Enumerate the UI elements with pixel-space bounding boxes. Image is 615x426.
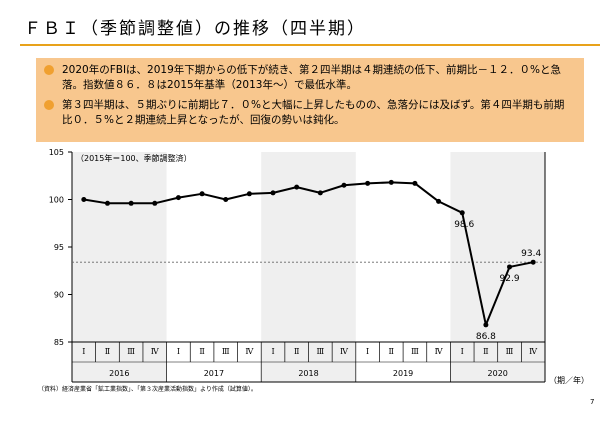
summary-text-2: 第３四半期は、５期ぶりに前期比７．０%と大幅に上昇したものの、急落分には及ばず。…: [62, 99, 565, 126]
quarter-tick-label: Ⅱ: [483, 347, 488, 356]
year-tick-label: 2018: [298, 369, 318, 378]
quarter-tick-label: Ⅲ: [127, 347, 135, 356]
quarter-tick-label: Ⅰ: [82, 347, 85, 356]
data-point: [294, 184, 300, 190]
data-label: 86.8: [476, 332, 496, 342]
data-point: [483, 322, 489, 328]
quarter-tick-label: Ⅳ: [435, 347, 444, 356]
summary-bullet-1: 2020年のFBIは、2019年下期からの低下が続き、第２四半期は４期連続の低下…: [44, 63, 574, 93]
quarter-tick-label: Ⅳ: [529, 347, 538, 356]
y-tick-label: 90: [54, 291, 64, 300]
data-point: [412, 180, 418, 186]
data-label: 98.6: [454, 220, 474, 230]
data-label: 92.9: [500, 274, 520, 284]
summary-text-1: 2020年のFBIは、2019年下期からの低下が続き、第２四半期は４期連続の低下…: [62, 64, 562, 91]
quarter-tick-label: Ⅲ: [316, 347, 324, 356]
y-tick-label: 105: [49, 148, 64, 157]
data-point: [530, 259, 536, 265]
data-point: [223, 197, 229, 202]
data-point: [104, 200, 110, 206]
data-point: [507, 264, 513, 270]
quarter-tick-label: Ⅳ: [245, 347, 254, 356]
data-point: [175, 195, 181, 201]
page-title: ＦＢＩ（季節調整値）の推移（四半期）: [24, 19, 366, 39]
quarter-tick-label: Ⅰ: [461, 347, 464, 356]
title-underline: [20, 44, 600, 46]
quarter-tick-label: Ⅰ: [271, 347, 274, 356]
quarter-tick-label: Ⅳ: [340, 347, 349, 356]
data-point: [459, 210, 465, 216]
quarter-tick-label: Ⅲ: [506, 347, 514, 356]
year-tick-label: 2016: [109, 369, 129, 378]
summary-bullet-2: 第３四半期は、５期ぶりに前期比７．０%と大幅に上昇したものの、急落分には及ばず。…: [44, 98, 574, 128]
data-point: [317, 190, 323, 196]
quarter-tick-label: Ⅱ: [105, 347, 110, 356]
quarter-tick-label: Ⅱ: [294, 347, 299, 356]
data-point: [388, 179, 394, 185]
quarter-tick-label: Ⅰ: [366, 347, 369, 356]
quarter-tick-label: Ⅲ: [411, 347, 419, 356]
y-tick-label: 100: [49, 196, 64, 205]
y-tick-label: 95: [54, 243, 64, 252]
quarter-tick-label: Ⅱ: [389, 347, 394, 356]
year-tick-label: 2019: [393, 369, 413, 378]
data-point: [81, 197, 87, 202]
quarter-tick-label: Ⅰ: [177, 347, 180, 356]
summary-box: 2020年のFBIは、2019年下期からの低下が続き、第２四半期は４期連続の低下…: [36, 58, 584, 142]
data-point: [152, 200, 158, 206]
fbi-line-chart: 85 90 95 100 105 （2015年＝100、季節調整済） Ⅰ Ⅱ Ⅲ Ⅳ Ⅰ Ⅱ Ⅲ Ⅳ Ⅰ Ⅱ Ⅲ…: [49, 148, 589, 385]
series-line: [83, 181, 534, 326]
data-label: 93.4: [521, 249, 541, 259]
bullet-dot-icon: [44, 100, 54, 110]
data-point: [365, 180, 371, 186]
quarter-tick-label: Ⅳ: [151, 347, 160, 356]
page-number: 7: [590, 398, 595, 406]
data-point: [341, 182, 347, 188]
source-footnote: （資料）経済産業省「鉱工業指数」、「第３次産業活動指数」より作成（試算値）。: [38, 386, 257, 393]
y-tick-label: 85: [54, 338, 64, 347]
data-point: [199, 191, 205, 197]
data-point: [128, 200, 134, 206]
year-tick-label: 2017: [204, 369, 224, 378]
bullet-dot-icon: [44, 65, 54, 75]
data-point: [270, 190, 276, 196]
data-point: [436, 198, 442, 204]
quarter-tick-label: Ⅲ: [222, 347, 230, 356]
year-tick-label: 2020: [488, 369, 508, 378]
data-point: [246, 191, 252, 197]
x-unit-label: （期／年）: [549, 375, 589, 385]
quarter-tick-label: Ⅱ: [199, 347, 204, 356]
chart-note: （2015年＝100、季節調整済）: [76, 153, 192, 163]
